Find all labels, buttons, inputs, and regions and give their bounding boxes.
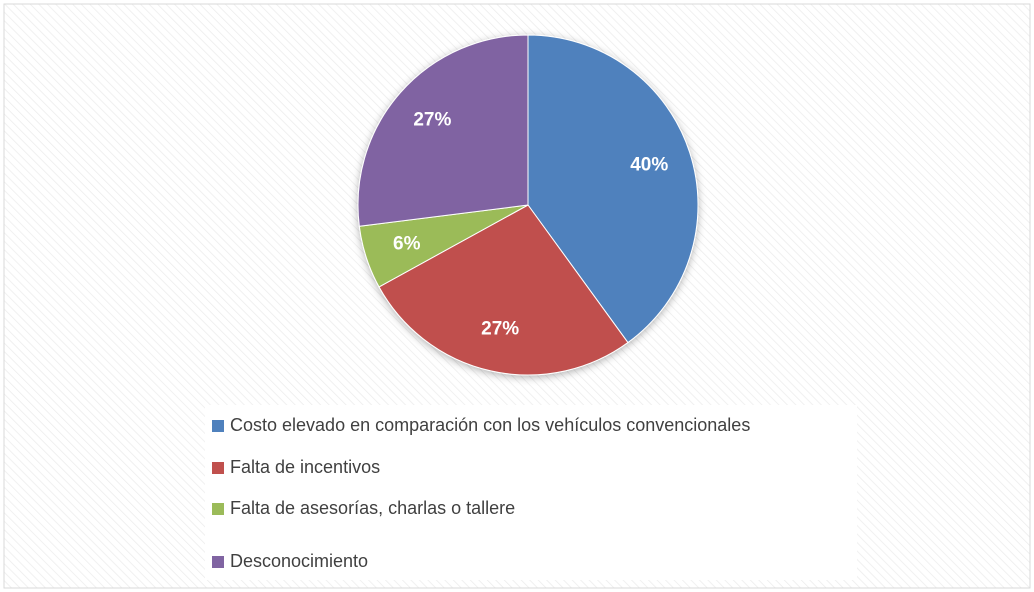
- legend-swatch: [212, 420, 224, 432]
- data-label: 27%: [413, 110, 451, 131]
- legend-box: [205, 405, 857, 580]
- data-label: 40%: [630, 155, 668, 176]
- pie-slice: [378, 204, 629, 376]
- pie-slice: [527, 34, 699, 344]
- pie: [357, 34, 699, 376]
- legend-swatch: [212, 503, 224, 515]
- data-label: 6%: [393, 233, 421, 254]
- legend-label: Falta de incentivos: [230, 457, 380, 477]
- data-label: 27%: [481, 318, 519, 339]
- legend-swatch: [212, 556, 224, 568]
- legend-label: Costo elevado en comparación con los veh…: [230, 415, 750, 435]
- legend-swatch: [212, 462, 224, 474]
- pie-slice: [357, 34, 529, 227]
- legend-label: Desconocimiento: [230, 551, 368, 571]
- legend-label: Falta de asesorías, charlas o tallere: [230, 498, 515, 518]
